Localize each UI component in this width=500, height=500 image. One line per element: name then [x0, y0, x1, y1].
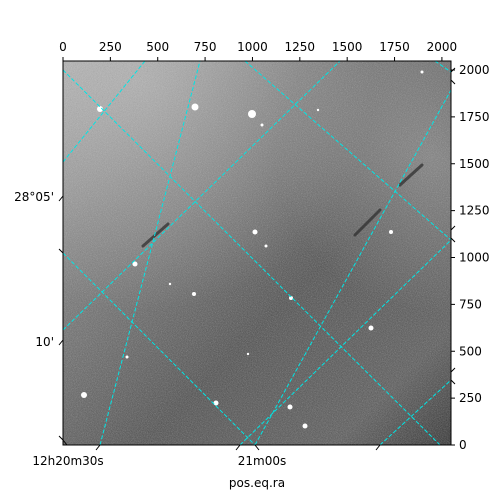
top-tick-label: 250: [99, 40, 122, 54]
right-tick-label: 500: [459, 344, 482, 358]
top-tick-label: 750: [194, 40, 217, 54]
right-tick-label: 1000: [459, 251, 490, 265]
top-tick-label: 1500: [332, 40, 363, 54]
top-tick-label: 500: [146, 40, 169, 54]
top-pixel-axis: 0 250 500 750 1000 1250 1500 1750 2000: [59, 40, 457, 61]
top-tick-label: 1000: [237, 40, 268, 54]
right-tick-label: 1500: [459, 157, 490, 171]
top-tick-label: 0: [59, 40, 67, 54]
dec-tick-label: 28°05': [14, 190, 54, 204]
top-tick-label: 1750: [379, 40, 410, 54]
coordinate-grid: [63, 61, 451, 445]
top-tick-label: 1250: [285, 40, 316, 54]
right-edge-ticks: [450, 67, 456, 385]
right-tick-label: 750: [459, 297, 482, 311]
stars: [81, 70, 424, 429]
bottom-ra-axis: 12h20m30s 21m00s: [32, 439, 381, 468]
right-tick-label: 1750: [459, 110, 490, 124]
right-tick-label: 0: [459, 438, 467, 452]
ra-tick-label: 21m00s: [238, 454, 286, 468]
trail-streaks: [141, 163, 424, 248]
right-tick-label: 2000: [459, 63, 490, 77]
dec-tick-label: 10': [35, 335, 54, 349]
left-dec-axis: 28°05' 10': [14, 190, 64, 441]
right-tick-label: 250: [459, 391, 482, 405]
ra-tick-label: 12h20m30s: [32, 454, 103, 468]
right-pixel-axis: 0 250 500 750 1000 1250 1500 1750 2000: [451, 63, 490, 452]
x-axis-title: pos.eq.ra: [229, 476, 285, 490]
right-tick-label: 1250: [459, 204, 490, 218]
sky-image: [63, 61, 451, 445]
top-tick-label: 2000: [427, 40, 458, 54]
